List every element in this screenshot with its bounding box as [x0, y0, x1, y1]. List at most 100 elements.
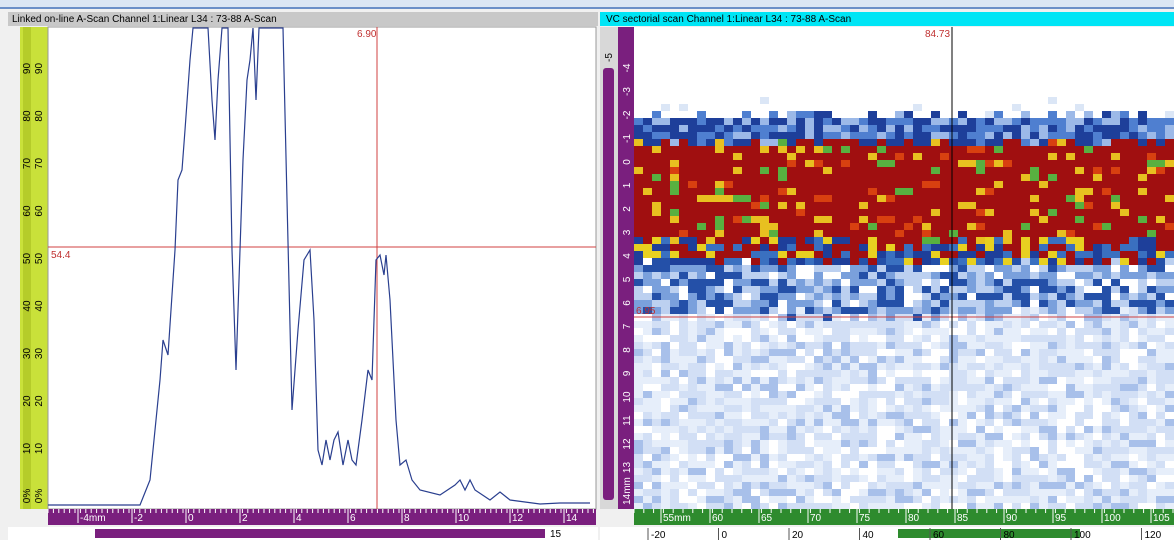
sscan-pixel — [841, 405, 850, 412]
sscan-pixel — [796, 426, 805, 433]
sscan-pixel — [715, 251, 724, 258]
sscan-pixel — [751, 454, 760, 461]
sscan-pixel — [724, 377, 733, 384]
sscan-pixel — [931, 293, 940, 300]
sscan-pixel — [1030, 125, 1039, 132]
sscan-pixel — [877, 468, 886, 475]
sscan-pixel — [760, 188, 769, 195]
sscan-pixel — [1003, 349, 1012, 356]
sscan-pixel — [931, 223, 940, 230]
sscan-pixel — [895, 328, 904, 335]
sscan-pixel — [1165, 223, 1174, 230]
sscan-pixel — [841, 328, 850, 335]
sscan-pixel — [940, 426, 949, 433]
sscan-pixel — [1048, 111, 1057, 118]
sscan-pixel — [778, 496, 787, 503]
ascan-x-ruler-label: -2 — [134, 513, 143, 524]
sscan-pixel — [913, 447, 922, 454]
sscan-pixel — [913, 195, 922, 202]
sscan-pixel — [1165, 307, 1174, 314]
sscan-pixel — [1111, 111, 1120, 118]
sscan-pixel — [1102, 342, 1111, 349]
sscan-pixel — [1066, 293, 1075, 300]
sscan-pixel — [994, 146, 1003, 153]
sscan-pixel — [769, 321, 778, 328]
sscan-pixel — [931, 384, 940, 391]
sscan-pixel — [787, 272, 796, 279]
sscan-pixel — [922, 489, 931, 496]
sscan-pixel — [850, 188, 859, 195]
sscan-pixel — [751, 328, 760, 335]
sscan-pixel — [1012, 167, 1021, 174]
sscan-pixel — [958, 447, 967, 454]
sscan-pixel — [823, 356, 832, 363]
sscan-pixel — [832, 195, 841, 202]
sscan-pixel — [1111, 202, 1120, 209]
sscan-pixel — [1030, 482, 1039, 489]
sscan-pixel — [1138, 412, 1147, 419]
sscan-pixel — [850, 468, 859, 475]
sscan-pixel — [976, 230, 985, 237]
sscan-pixel — [715, 125, 724, 132]
sscan-pixel — [967, 405, 976, 412]
sscan-pixel — [1093, 454, 1102, 461]
sscan-pixel — [706, 230, 715, 237]
sscan-pixel — [1111, 503, 1120, 510]
sscan-pixel — [1012, 503, 1021, 510]
sscan-pixel — [940, 125, 949, 132]
sscan-pixel — [895, 468, 904, 475]
sscan-pixel — [1111, 272, 1120, 279]
sscan-pixel — [1129, 160, 1138, 167]
ascan-y-ruler-label: 0% — [34, 489, 45, 504]
sscan-pixel — [634, 139, 643, 146]
sscan-pixel — [760, 125, 769, 132]
sscan-pixel — [940, 335, 949, 342]
sscan-pixel — [841, 321, 850, 328]
sscan-pixel — [1048, 272, 1057, 279]
sscan-pixel — [1147, 216, 1156, 223]
sscan-pixel — [1012, 328, 1021, 335]
sscan-pixel — [1138, 482, 1147, 489]
sscan-pixel — [886, 489, 895, 496]
sscan-pixel — [922, 118, 931, 125]
sscan-pixel — [1111, 405, 1120, 412]
ascan-y-ruler-label: 80 — [34, 110, 45, 122]
sscan-pixel — [922, 461, 931, 468]
sscan-pixel — [895, 377, 904, 384]
sscan-pixel — [1057, 391, 1066, 398]
sscan-pixel — [850, 237, 859, 244]
sscan-pixel — [1012, 293, 1021, 300]
sscan-pixel — [634, 342, 643, 349]
sscan-pixel — [742, 146, 751, 153]
sscan-pixel — [958, 153, 967, 160]
sscan-pixel — [751, 405, 760, 412]
sscan-pixel — [661, 391, 670, 398]
sscan-pixel — [670, 405, 679, 412]
sscan-pixel — [1129, 188, 1138, 195]
sscan-pixel — [877, 412, 886, 419]
sscan-pixel — [922, 391, 931, 398]
sscan-pixel — [1147, 118, 1156, 125]
sscan-pixel — [697, 111, 706, 118]
sscan-pixel — [931, 230, 940, 237]
sscan-pixel — [706, 391, 715, 398]
sscan-pixel — [850, 426, 859, 433]
sscan-pixel — [679, 125, 688, 132]
sscan-pixel — [1156, 153, 1165, 160]
sscan-pixel — [832, 384, 841, 391]
sscan-pixel — [976, 279, 985, 286]
sscan-pixel — [769, 307, 778, 314]
sscan-pixel — [823, 188, 832, 195]
sscan-pixel — [1084, 503, 1093, 510]
sscan-pixel — [841, 244, 850, 251]
sscan-pixel — [859, 237, 868, 244]
sscan-pixel — [823, 286, 832, 293]
sscan-pixel — [868, 503, 877, 510]
sscan-pixel — [715, 328, 724, 335]
sscan-pixel — [1093, 384, 1102, 391]
sscan-pixel — [778, 153, 787, 160]
sscan-pixel — [1138, 125, 1147, 132]
sscan-pixel — [922, 300, 931, 307]
sscan-pixel — [661, 265, 670, 272]
sscan-pixel — [1111, 237, 1120, 244]
